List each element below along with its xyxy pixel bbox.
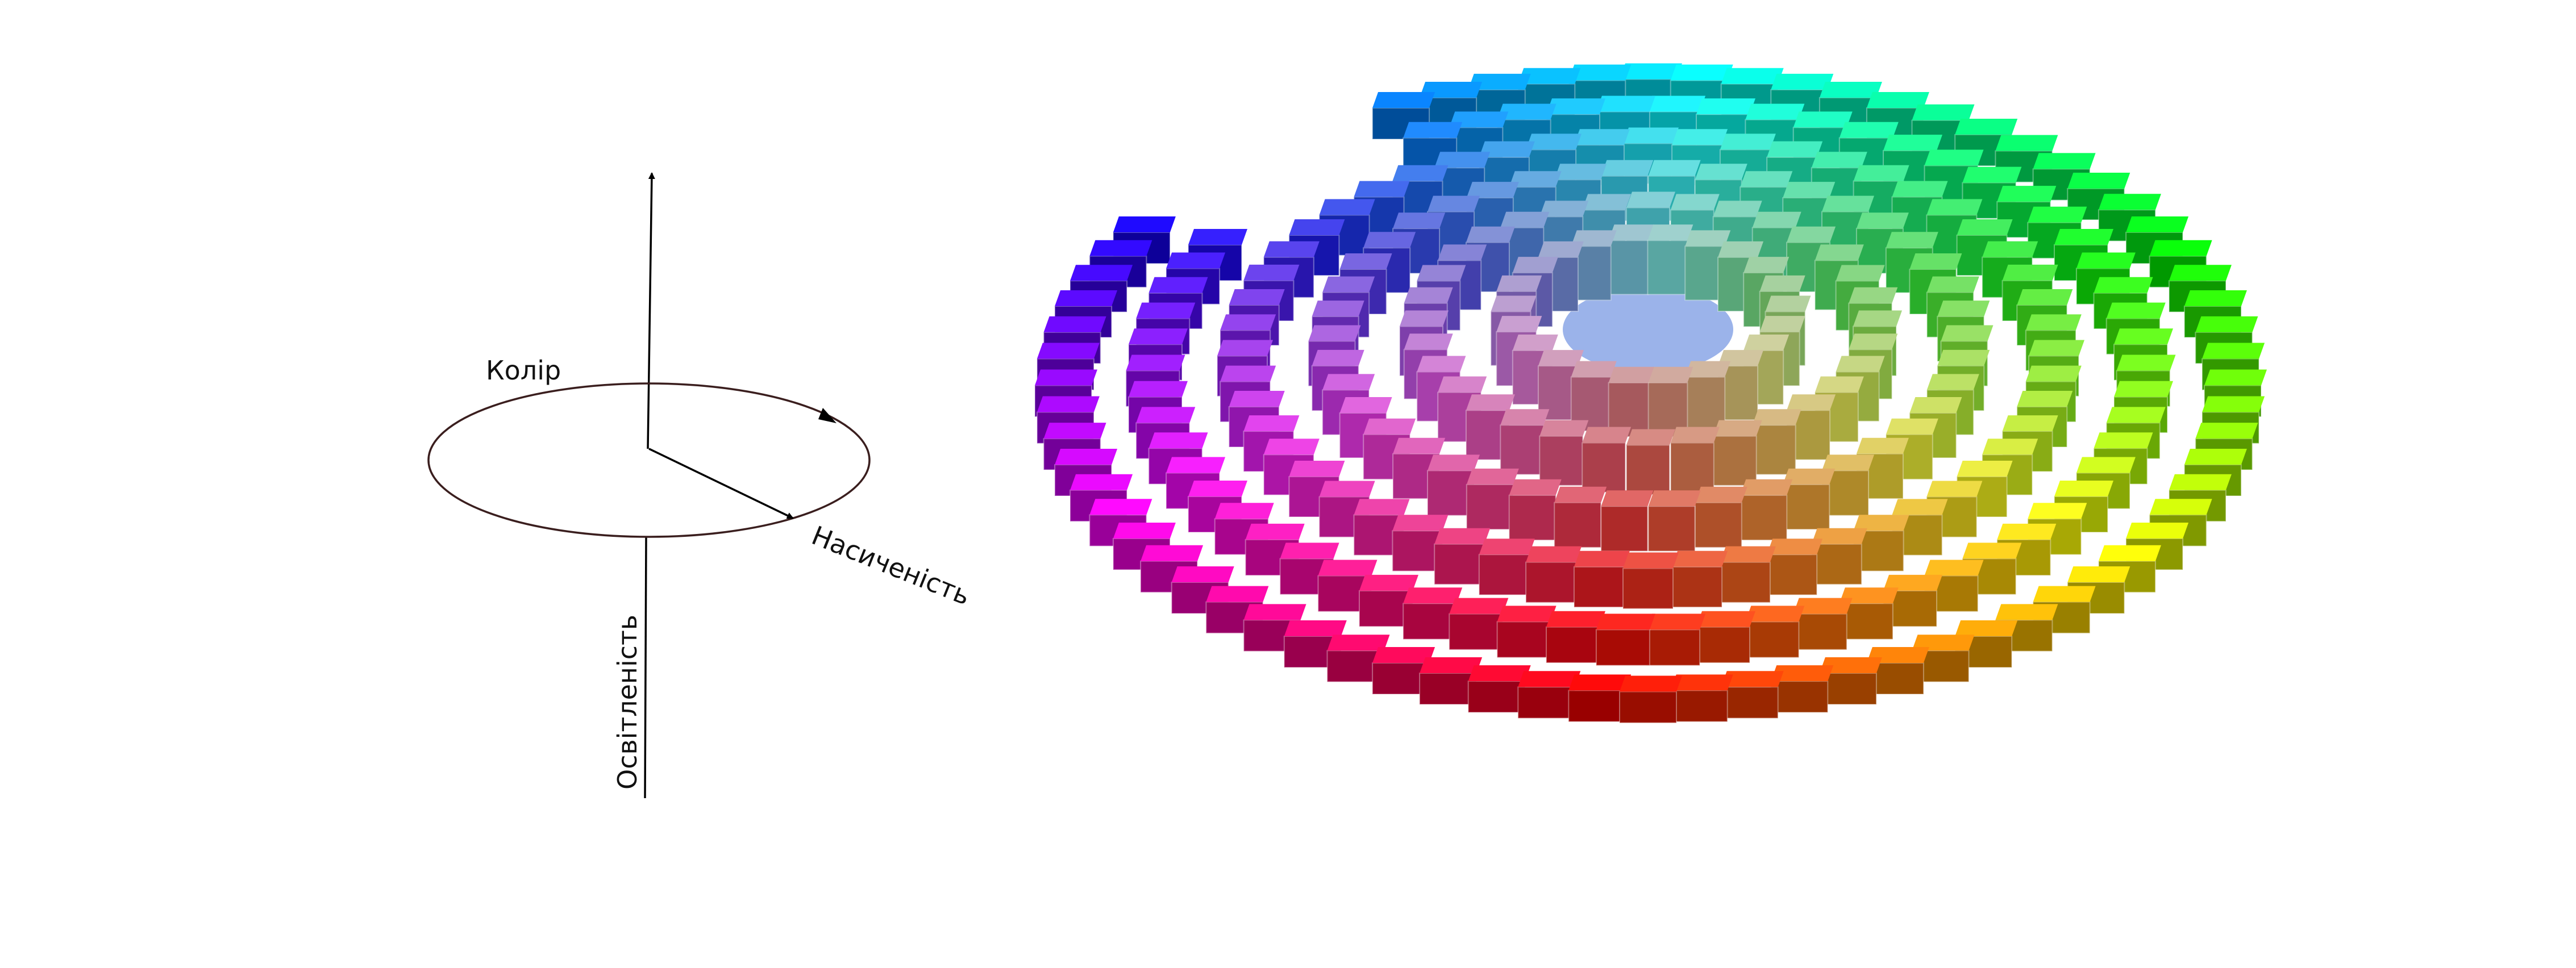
color-block [1500, 409, 1550, 475]
color-block [1670, 427, 1720, 493]
color-block [2098, 545, 2161, 593]
color-block [1626, 429, 1675, 495]
color-block [1694, 486, 1747, 548]
color-block [1478, 539, 1535, 596]
saturation-label: Насиченість [808, 520, 975, 611]
color-block [1595, 614, 1655, 666]
hsl-axis-diagram: Колір Насиченість Освітленість [427, 172, 975, 799]
color-block [1745, 606, 1805, 658]
hue-arrow-icon [818, 408, 837, 423]
hue-label: Колір [486, 355, 561, 386]
color-block [1720, 671, 1784, 719]
color-block [1671, 550, 1728, 608]
color-block [1573, 550, 1630, 608]
color-block [1818, 657, 1882, 705]
color-block [1582, 427, 1632, 493]
color-block [1496, 606, 1557, 658]
color-block [1782, 468, 1836, 530]
color-block [1647, 490, 1701, 552]
color-block [1962, 543, 2022, 595]
color-block [1568, 674, 1632, 723]
color-block [1853, 515, 1909, 572]
lightness-axis-lower [644, 536, 647, 799]
lightness-label: Освітленість [612, 615, 643, 790]
color-block [1696, 611, 1755, 664]
color-block [1646, 614, 1706, 666]
color-block [1751, 409, 1801, 475]
color-block [1539, 420, 1589, 486]
color-block [1546, 611, 1605, 664]
color-block [1554, 486, 1607, 548]
color-block [1608, 366, 1654, 437]
color-block [1719, 546, 1776, 603]
color-block [1811, 528, 1867, 585]
color-block [1466, 468, 1519, 530]
hue-ellipse [427, 382, 871, 538]
color-block [1838, 587, 1899, 640]
color-block [1508, 479, 1562, 541]
color-block [1647, 366, 1693, 437]
color-block [1525, 546, 1582, 603]
color-block [1712, 420, 1762, 486]
color-block [1766, 539, 1823, 596]
color-block [1427, 454, 1480, 516]
color-block [1647, 224, 1693, 295]
color-block [1600, 490, 1654, 552]
color-block [1619, 675, 1682, 724]
color-block [1517, 671, 1581, 719]
hsl-color-solid [1034, 63, 2267, 724]
saturation-axis [648, 448, 794, 519]
center-hole [1563, 287, 1733, 372]
lightness-axis-upper [647, 172, 655, 449]
color-block [1622, 552, 1679, 610]
color-block [1449, 598, 1509, 650]
color-block [1739, 479, 1793, 541]
color-block [1419, 657, 1483, 705]
color-block [1792, 598, 1853, 650]
color-block [1670, 674, 1733, 723]
color-block [1608, 224, 1654, 295]
color-block [1434, 528, 1491, 585]
color-block [1770, 665, 1834, 714]
